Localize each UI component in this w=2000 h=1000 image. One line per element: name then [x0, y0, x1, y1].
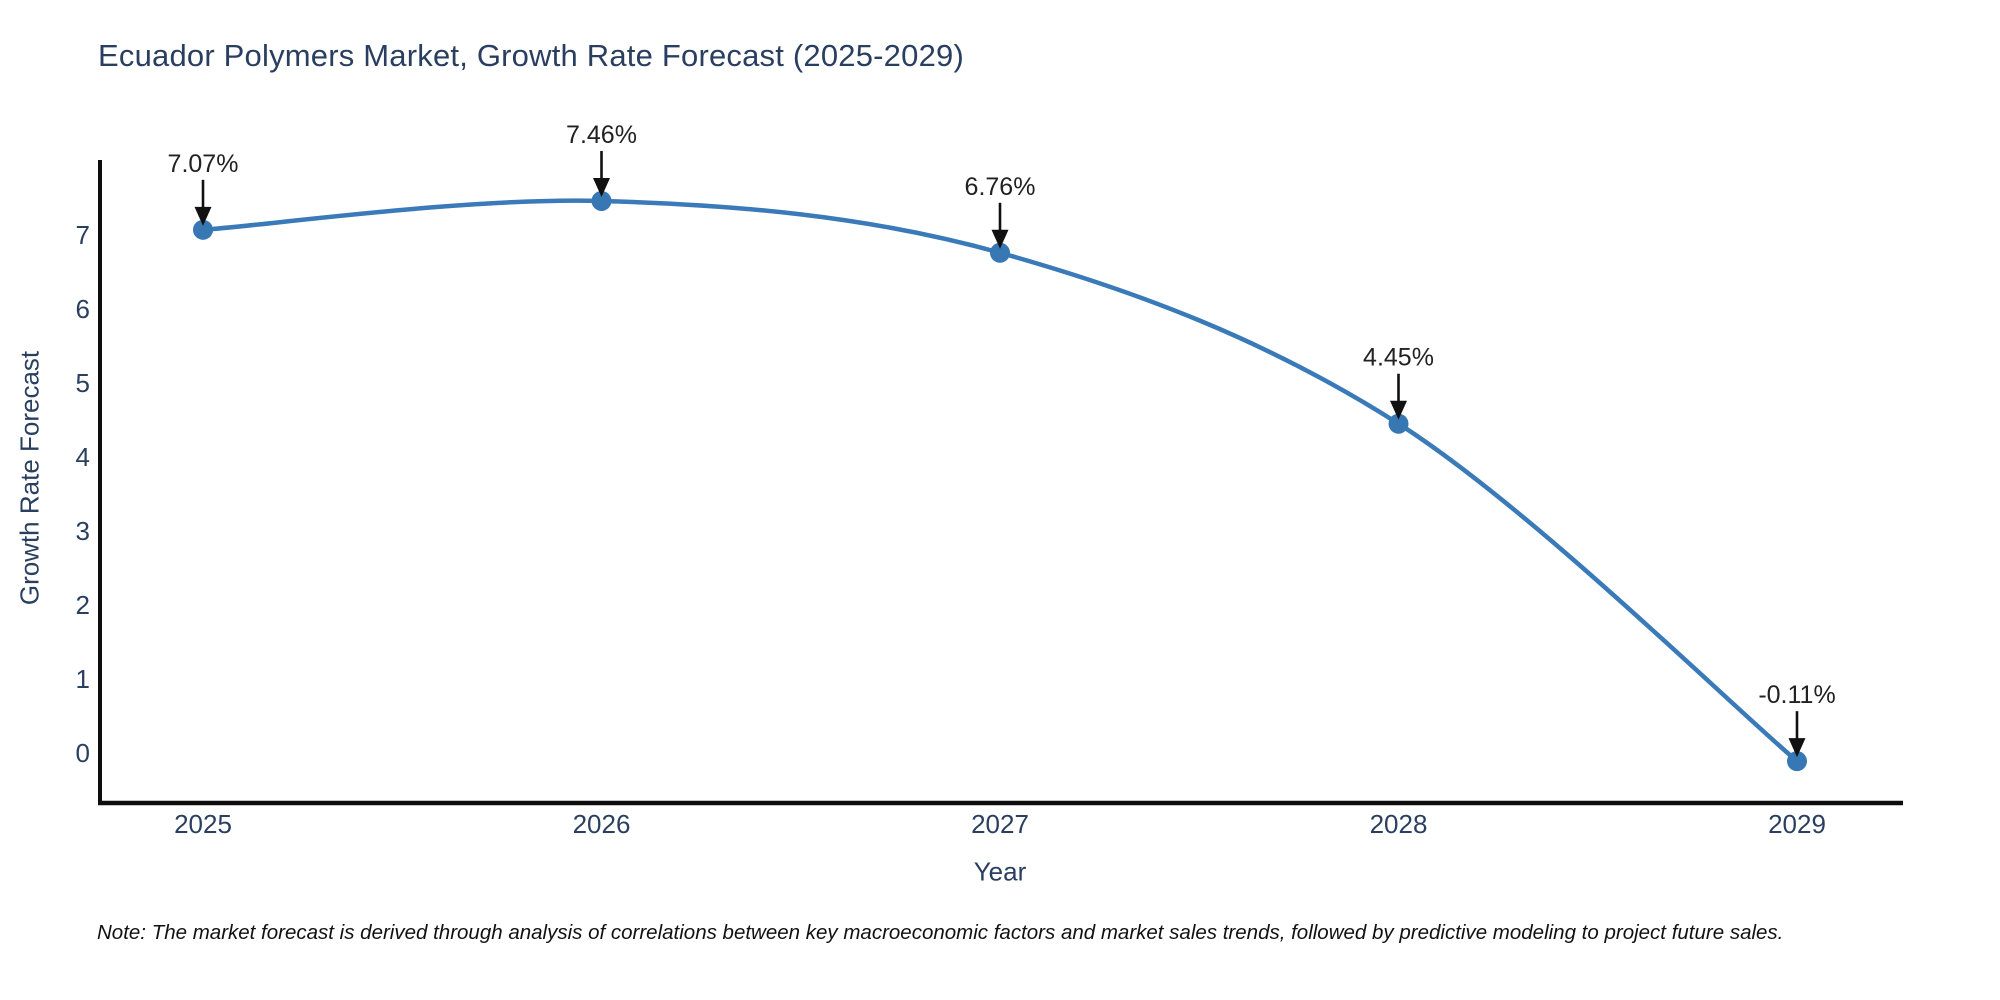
annotation-arrowhead [991, 229, 1009, 249]
y-tick-label: 6 [76, 294, 90, 324]
point-annotation: 6.76% [965, 173, 1036, 201]
annotation-arrowhead [593, 177, 610, 197]
point-annotation: 7.46% [566, 121, 637, 149]
trend-line [200, 198, 1800, 764]
footnote: Note: The market forecast is derived thr… [97, 921, 1784, 944]
data-point[interactable] [1388, 413, 1409, 434]
x-tick-label: 2026 [573, 809, 631, 839]
point-annotation: 7.07% [168, 150, 239, 178]
annotation-arrowhead [1390, 400, 1407, 420]
point-annotation: 4.45% [1363, 344, 1434, 372]
annotation-arrowhead [1788, 738, 1806, 758]
y-tick-label: 7 [76, 220, 90, 250]
x-tick-label: 2029 [1768, 809, 1826, 839]
x-tick-label: 2028 [1370, 809, 1428, 839]
y-axis-label: Growth Rate Forecast [14, 350, 45, 606]
point-annotation: -0.11% [1758, 681, 1835, 709]
y-tick-label: 3 [76, 516, 90, 546]
data-point[interactable] [1787, 751, 1807, 772]
x-tick-label: 2027 [971, 809, 1029, 839]
y-tick-label: 0 [76, 738, 90, 768]
data-point[interactable] [990, 242, 1010, 263]
x-tick-label: 2025 [174, 809, 232, 839]
data-point[interactable] [591, 190, 612, 211]
annotation-arrowhead [194, 206, 212, 226]
chart-title: Ecuador Polymers Market, Growth Rate For… [98, 38, 964, 73]
y-tick-label: 5 [76, 368, 90, 398]
y-tick-label: 4 [76, 442, 90, 472]
x-axis-label: Year [973, 856, 1027, 887]
data-point[interactable] [193, 219, 213, 240]
y-tick-label: 1 [76, 664, 90, 694]
y-tick-label: 2 [76, 590, 90, 620]
